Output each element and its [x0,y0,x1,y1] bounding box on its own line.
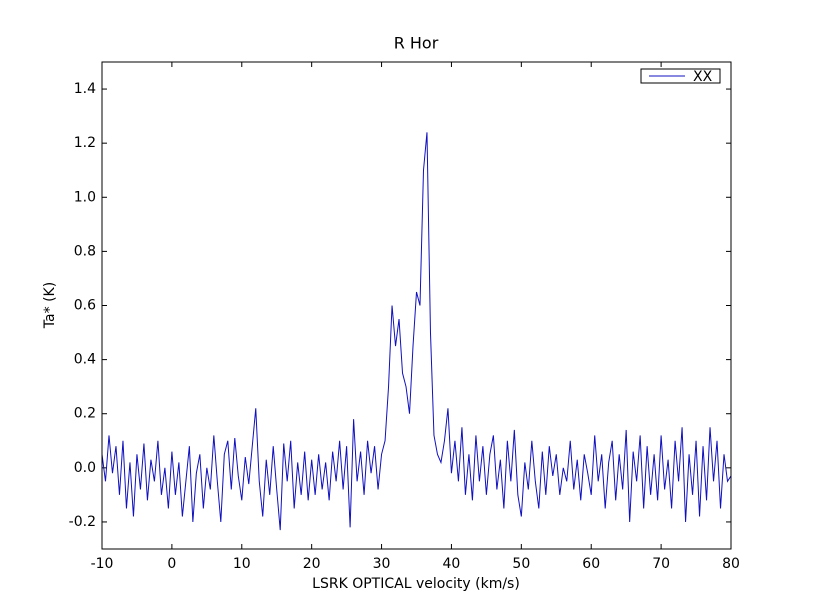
x-tick-label: 10 [233,556,251,572]
x-tick-label: 70 [652,556,670,572]
y-tick-label: 1.0 [74,189,96,205]
y-tick-label: 0.6 [74,298,96,314]
x-tick-label: 50 [512,556,530,572]
y-tick-label: 0.0 [74,460,96,476]
y-tick-label: 0.8 [74,243,96,259]
plot-frame [101,61,732,550]
y-axis-label: Ta* (K) [42,282,58,329]
y-tick-label: 0.2 [74,406,96,422]
legend-label: XX [693,69,713,85]
data-line [101,132,732,531]
y-tick-label: 1.4 [74,81,96,97]
x-axis-label: LSRK OPTICAL velocity (km/s) [312,576,520,592]
chart-title: R Hor [394,34,439,53]
x-tick-label: 40 [443,556,461,572]
x-tick-label: 20 [303,556,321,572]
x-tick-label: 80 [722,556,740,572]
x-tick-label: -10 [91,556,114,572]
x-tick-label: 0 [167,556,176,572]
y-tick-label: -0.2 [69,514,96,530]
y-tick-label: 1.2 [74,135,96,151]
x-tick-label: 60 [582,556,600,572]
x-tick-label: 30 [373,556,391,572]
y-tick-label: 0.4 [74,352,96,368]
